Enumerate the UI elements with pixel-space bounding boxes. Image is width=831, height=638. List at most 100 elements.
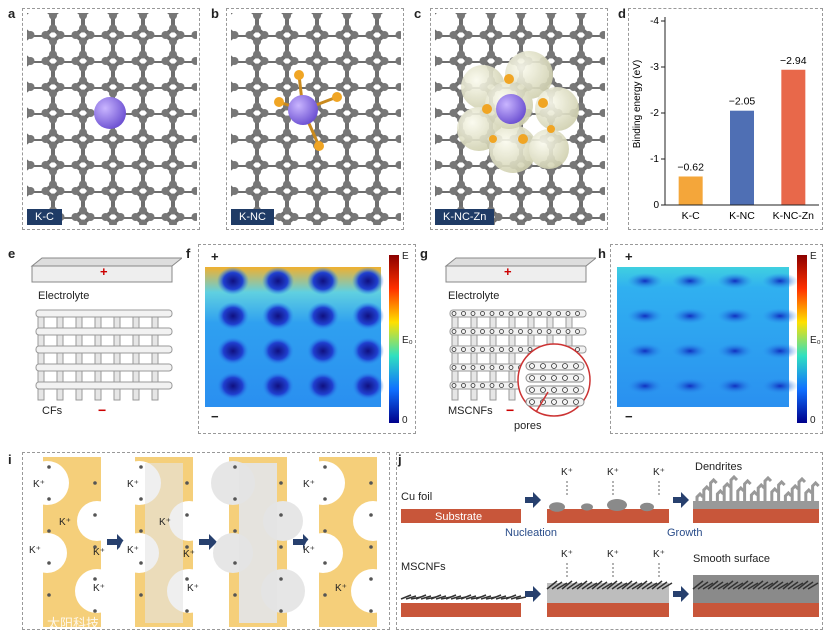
fiber-cross-rod [75,352,83,365]
nucleation-site [323,465,327,469]
pore-void [301,461,345,505]
panel-label-j: j [398,452,402,467]
pore [451,347,457,352]
pore [508,383,514,388]
zoom-pore [529,399,535,405]
fiber-cross-rod [37,370,45,383]
pore [565,329,571,334]
substrate [401,509,521,523]
fiber-rod [35,309,173,318]
fiber-cross-rod [94,334,102,347]
electrolyte-label: Electrolyte [448,290,500,302]
nanofiber [777,582,789,590]
nucleation-site [93,545,97,549]
nanofiber [586,582,598,590]
pore-void [303,533,343,573]
dendrite [770,486,779,509]
field-minimum [717,308,753,324]
minus-sign: − [211,409,219,424]
k-ion-label: K⁺ [303,479,315,490]
zoom-pore [573,363,579,369]
panel-label-f: f [186,246,191,261]
field-minimum [627,273,663,289]
fiber-cross-rod [132,388,140,401]
fiber-cross-rod [94,388,102,401]
fiber-cross-rod [451,316,459,329]
fiber-cross-rod [546,316,554,329]
nucleation-site [47,529,51,533]
nanofiber [727,581,739,590]
fiber-cross-rod [113,316,121,329]
fiber-cross-rod [113,388,121,401]
pore-void [353,501,389,541]
zoom-fiber [525,361,585,371]
field-minimum [717,378,753,394]
k-ion-label: K⁺ [653,549,665,560]
graphene-lattice-a [27,13,197,225]
panel-a-structure: K-C [22,8,200,230]
pore [470,347,476,352]
field-minimum [717,273,753,289]
zoom-fiber [525,385,585,395]
zoom-pore [551,375,557,381]
fiber-cross-rod [508,352,516,365]
fiber-cross-rod [113,370,121,383]
pore [461,311,466,316]
colorbar-top: E [810,251,817,262]
nucleation-site [369,481,373,485]
fiber-cross-rod [151,388,159,401]
nanofiber [737,580,749,590]
pore [470,383,476,388]
structure-tag-k-nc-zn: K-NC-Zn [435,209,495,225]
fiber-cross-rod [37,316,45,329]
panel-label-c: c [414,6,422,21]
field-minimum [672,273,708,289]
substrate [401,603,521,617]
pore [480,347,485,352]
fiber-cross-rod [37,352,45,365]
nanofiber [616,582,628,590]
fiber-cross-rod [37,334,45,347]
nucleation-site [47,561,51,565]
dendrite [736,485,745,509]
panel-g-mscnf-schematic: + Electrolyte MSCNFs − pores [436,250,598,440]
nanofiber [405,595,417,600]
pore [537,311,542,316]
nucleation-site [279,577,283,581]
bar-k-nc-zn [781,69,806,205]
colorbar-bottom: 0 [402,415,408,426]
field-minimum [762,343,798,359]
fiber-cross-rod [508,388,516,401]
fiber-cross-rod [508,370,516,383]
field-minimum [262,302,294,330]
panel-label-b: b [211,6,219,21]
pore [499,383,504,388]
nucleus [607,499,627,511]
nanofiber [601,582,613,590]
field-minimum [352,302,384,330]
y-tick-label: -3 [650,62,659,73]
nanofiber [581,581,593,590]
fiber-cross-rod [113,334,121,347]
nucleation-site [323,561,327,565]
zoom-pore [529,387,535,393]
pore [556,311,561,316]
pore [527,329,533,334]
growth-label: Growth [667,527,703,539]
k-ion-label: K⁺ [187,583,199,594]
nucleation-site [279,545,283,549]
field-minimum [262,267,294,295]
minus-sign: − [625,409,633,424]
k-ion-label: K⁺ [607,467,619,478]
substrate-label: Substrate [435,511,483,523]
nucleation-site [93,481,97,485]
pore [546,311,552,316]
field-minimum [762,308,798,324]
fiber-cross-rod [527,316,535,329]
pore [489,311,495,316]
nanofiber [576,580,588,590]
pore [480,365,485,370]
fiber-cross-rod [451,334,459,347]
panel-label-a: a [8,6,16,21]
panel-i-deposition: K⁺ K⁺ K⁺ K⁺ K⁺ K⁺ K⁺ K⁺ K⁺ K⁺ K⁺ K⁺ K⁺ 太… [22,452,390,630]
